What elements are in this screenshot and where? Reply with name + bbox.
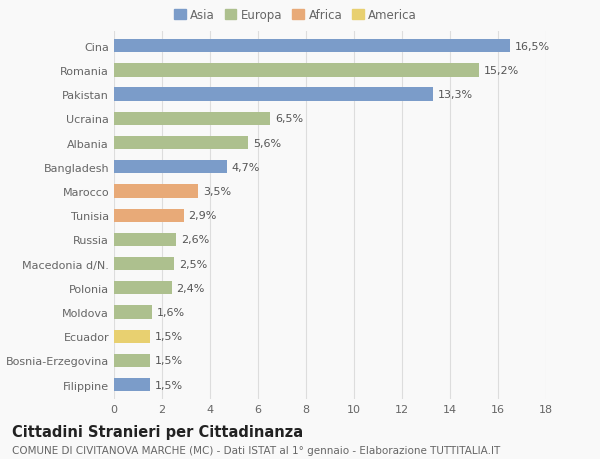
Bar <box>114 88 433 101</box>
Text: 16,5%: 16,5% <box>515 42 550 51</box>
Text: COMUNE DI CIVITANOVA MARCHE (MC) - Dati ISTAT al 1° gennaio - Elaborazione TUTTI: COMUNE DI CIVITANOVA MARCHE (MC) - Dati … <box>12 445 500 455</box>
Bar <box>114 64 479 78</box>
Bar <box>114 137 248 150</box>
Text: 1,5%: 1,5% <box>155 331 183 341</box>
Bar <box>114 354 150 367</box>
Bar <box>114 161 227 174</box>
Text: 4,7%: 4,7% <box>232 162 260 173</box>
Text: Cittadini Stranieri per Cittadinanza: Cittadini Stranieri per Cittadinanza <box>12 425 303 440</box>
Bar <box>114 185 198 198</box>
Bar <box>114 330 150 343</box>
Bar <box>114 378 150 392</box>
Text: 15,2%: 15,2% <box>484 66 519 76</box>
Bar <box>114 281 172 295</box>
Text: 1,6%: 1,6% <box>157 308 185 317</box>
Bar <box>114 233 176 246</box>
Bar <box>114 306 152 319</box>
Text: 2,5%: 2,5% <box>179 259 207 269</box>
Bar <box>114 209 184 222</box>
Text: 2,6%: 2,6% <box>181 235 209 245</box>
Text: 13,3%: 13,3% <box>438 90 473 100</box>
Text: 1,5%: 1,5% <box>155 356 183 366</box>
Legend: Asia, Europa, Africa, America: Asia, Europa, Africa, America <box>172 7 419 24</box>
Bar <box>114 40 510 53</box>
Text: 1,5%: 1,5% <box>155 380 183 390</box>
Text: 2,9%: 2,9% <box>188 211 217 221</box>
Text: 3,5%: 3,5% <box>203 186 231 196</box>
Text: 2,4%: 2,4% <box>176 283 205 293</box>
Bar <box>114 257 174 271</box>
Bar <box>114 112 270 126</box>
Text: 6,5%: 6,5% <box>275 114 303 124</box>
Text: 5,6%: 5,6% <box>253 138 281 148</box>
